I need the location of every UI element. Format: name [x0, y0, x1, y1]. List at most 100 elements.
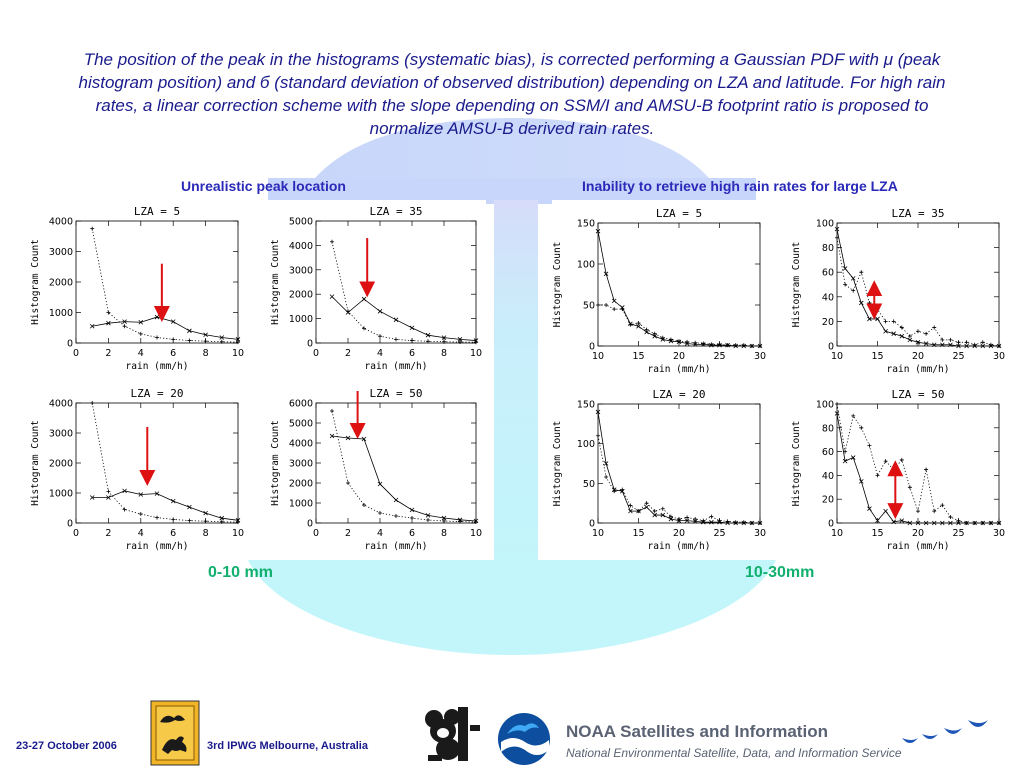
- data-point-dotted: [758, 521, 762, 525]
- y-tick-label: 2000: [49, 459, 73, 470]
- data-point-solid: [409, 325, 415, 331]
- y-tick-label: 2000: [289, 290, 313, 301]
- data-point-dotted: [442, 339, 446, 344]
- y-tick-label: 0: [589, 342, 595, 353]
- data-point-dotted: [203, 339, 208, 344]
- y-tick-label: 60: [822, 447, 834, 458]
- data-point-solid: [441, 335, 447, 340]
- data-point-solid: [834, 226, 840, 232]
- data-point-dotted: [899, 325, 904, 330]
- data-point-dotted: [346, 481, 350, 485]
- panel-title: LZA = 20: [653, 388, 706, 401]
- data-point-solid: [361, 296, 367, 302]
- data-point-dotted: [835, 235, 839, 240]
- x-axis-label: rain (mm/h): [648, 541, 711, 552]
- x-tick-label: 10: [592, 528, 604, 539]
- data-point-dotted: [644, 501, 649, 506]
- y-tick-label: 4000: [49, 217, 73, 228]
- data-point-dotted: [693, 340, 698, 345]
- data-point-dotted: [636, 509, 641, 514]
- series-line-dotted: [836, 237, 1000, 347]
- data-point-dotted: [924, 467, 929, 472]
- data-point-dotted: [749, 521, 754, 525]
- panel-background: [28, 200, 244, 376]
- x-tick-label: 4: [138, 528, 144, 539]
- data-point-dotted: [660, 506, 665, 511]
- data-point-solid: [393, 317, 399, 323]
- data-point-solid: [219, 515, 225, 521]
- data-point-dotted: [652, 509, 657, 514]
- data-point-solid: [170, 498, 176, 504]
- data-point-dotted: [458, 519, 462, 524]
- y-tick-label: 1000: [49, 308, 73, 319]
- data-point-dotted: [668, 337, 673, 342]
- data-point-solid: [948, 520, 953, 526]
- data-point-dotted: [948, 337, 953, 342]
- y-tick-label: 0: [828, 342, 834, 353]
- x-tick-label: 8: [441, 348, 447, 359]
- data-point-dotted: [362, 503, 366, 507]
- y-tick-label: 20: [822, 495, 834, 506]
- data-point-dotted: [652, 331, 657, 336]
- x-tick-label: 25: [952, 351, 964, 362]
- x-tick-label: 10: [232, 348, 244, 359]
- data-point-dotted: [362, 326, 366, 331]
- y-axis-label: Histogram Count: [30, 420, 41, 506]
- data-point-dotted: [90, 226, 95, 231]
- data-point-solid: [187, 328, 192, 334]
- data-point-dotted: [620, 487, 625, 492]
- y-tick-label: 2000: [289, 479, 313, 490]
- data-point-solid: [203, 332, 208, 338]
- x-tick-label: 2: [105, 528, 111, 539]
- x-tick-label: 15: [632, 351, 644, 362]
- y-tick-label: 1000: [289, 499, 313, 510]
- data-point-dotted: [843, 449, 848, 454]
- x-tick-label: 20: [912, 351, 924, 362]
- data-point-dotted: [628, 322, 633, 327]
- data-point-solid: [948, 342, 953, 348]
- data-point-dotted: [859, 270, 864, 275]
- data-point-solid: [628, 508, 633, 514]
- data-point-dotted: [636, 321, 641, 326]
- data-point-dotted: [410, 516, 414, 520]
- data-point-dotted: [122, 507, 127, 512]
- data-point-solid: [899, 333, 905, 339]
- data-point-dotted: [972, 342, 977, 347]
- data-point-dotted: [236, 340, 240, 345]
- data-point-dotted: [867, 443, 872, 448]
- data-point-dotted: [685, 515, 690, 520]
- y-tick-label: 6000: [289, 399, 313, 410]
- data-point-dotted: [891, 319, 896, 324]
- data-point-dotted: [940, 337, 945, 342]
- data-point-dotted: [677, 517, 681, 522]
- y-axis-label: Histogram Count: [30, 239, 41, 325]
- right-range-label: 10-30mm: [745, 564, 815, 581]
- y-tick-label: 20: [822, 317, 834, 328]
- data-point-solid: [611, 298, 617, 304]
- data-point-solid: [89, 323, 95, 329]
- panel-title: LZA = 50: [370, 387, 423, 400]
- x-tick-label: 15: [871, 528, 883, 539]
- y-axis-label: Histogram Count: [552, 421, 563, 507]
- x-tick-label: 0: [73, 528, 79, 539]
- x-tick-label: 0: [313, 528, 319, 539]
- data-point-solid: [138, 319, 144, 325]
- data-point-dotted: [709, 342, 714, 347]
- data-point-solid: [956, 520, 961, 526]
- panel-title: LZA = 35: [370, 205, 423, 218]
- histogram-panel-4: LZA = 50 0 2 4 6 8 10 0 1000 2000 3000 4000 5000 6000…: [268, 382, 486, 558]
- x-axis-label: rain (mm/h): [365, 541, 428, 552]
- x-tick-label: 10: [470, 528, 482, 539]
- data-point-dotted: [187, 338, 192, 343]
- intro-paragraph: The position of the peak in the histogra…: [78, 50, 946, 138]
- data-point-solid: [684, 518, 690, 523]
- data-point-dotted: [620, 307, 625, 312]
- data-point-solid: [89, 495, 95, 500]
- y-tick-label: 1000: [289, 314, 313, 325]
- x-axis-label: rain (mm/h): [887, 541, 950, 552]
- data-point-dotted: [733, 343, 738, 348]
- data-point-dotted: [997, 344, 1001, 348]
- data-point-dotted: [442, 519, 446, 523]
- y-tick-label: 3000: [49, 247, 73, 258]
- data-point-solid: [891, 331, 896, 336]
